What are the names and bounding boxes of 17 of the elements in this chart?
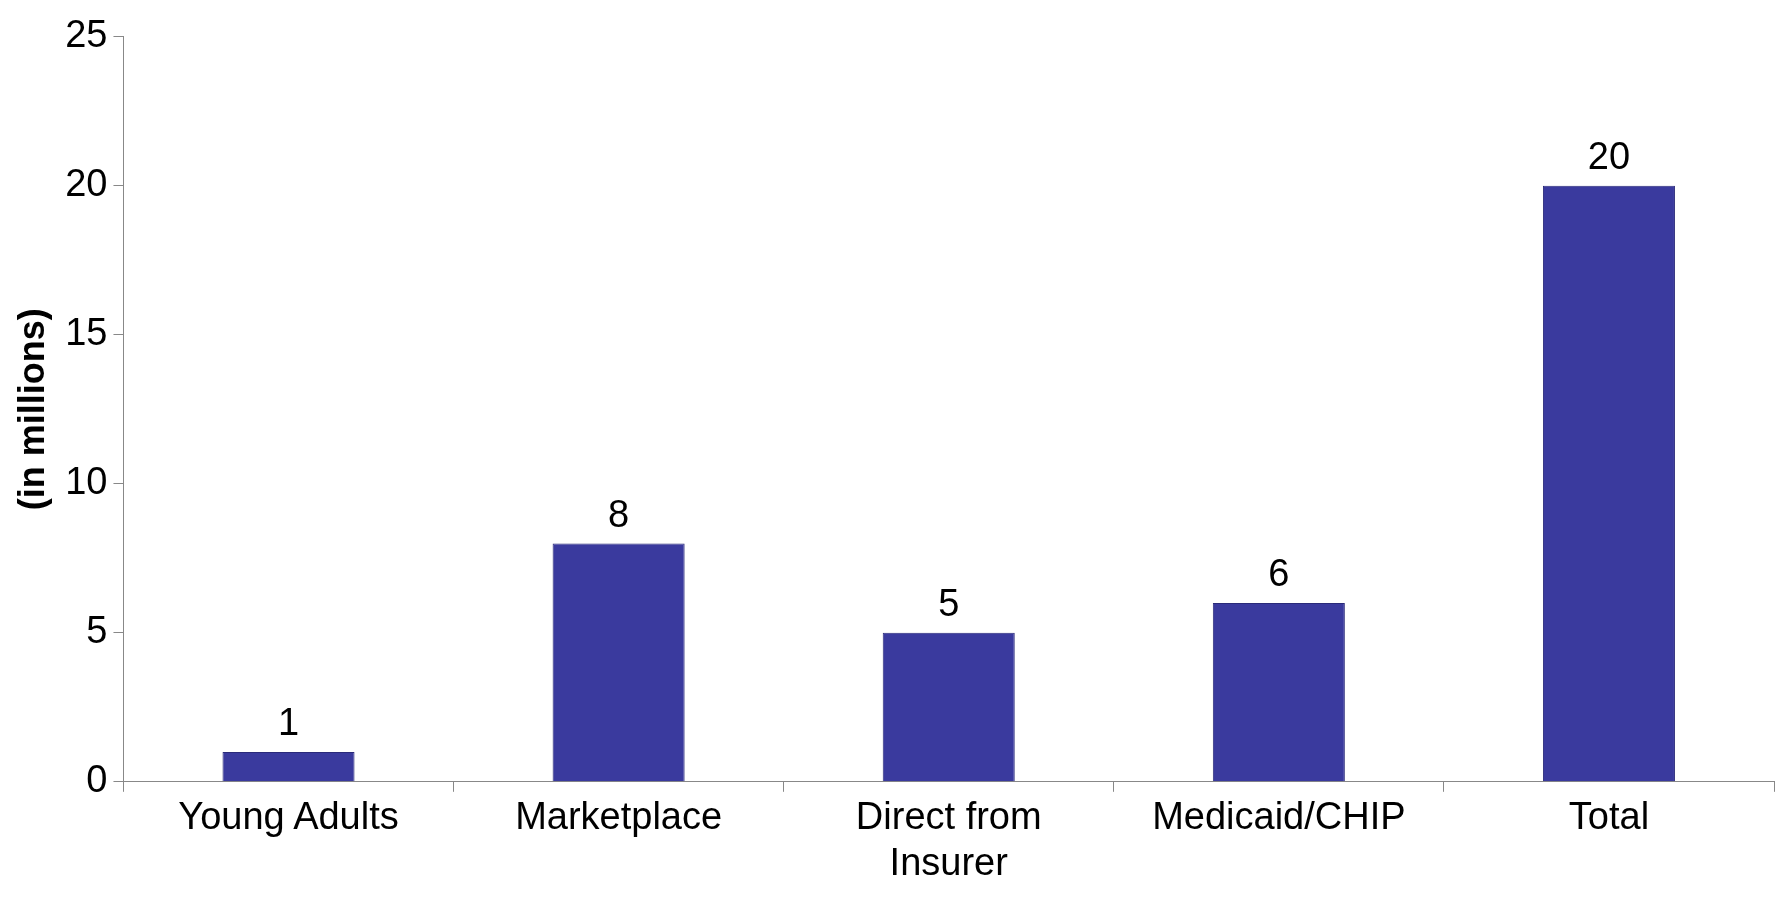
data-label: 5 [938, 582, 960, 625]
data-label: 1 [277, 701, 300, 744]
y-tick-label: 20 [65, 162, 108, 205]
y-axis-title: (in millions) [10, 308, 52, 511]
x-tick-label: Total [1568, 795, 1650, 838]
data-label: 6 [1268, 552, 1290, 595]
y-tick-label: 0 [86, 758, 108, 801]
data-label: 8 [608, 492, 630, 535]
y-tick-label: 10 [65, 460, 108, 503]
y-tick-label: 5 [86, 609, 108, 652]
x-tick-label: Young Adults [178, 795, 399, 838]
x-tick-label: Marketplace [515, 795, 723, 838]
x-tick-label: Direct from Insurer [855, 795, 1042, 883]
data-label: 20 [1587, 135, 1631, 178]
y-tick-label: 15 [65, 311, 108, 354]
y-tick-label: 25 [65, 13, 108, 56]
x-tick-label: Medicaid/CHIP [1152, 795, 1406, 838]
